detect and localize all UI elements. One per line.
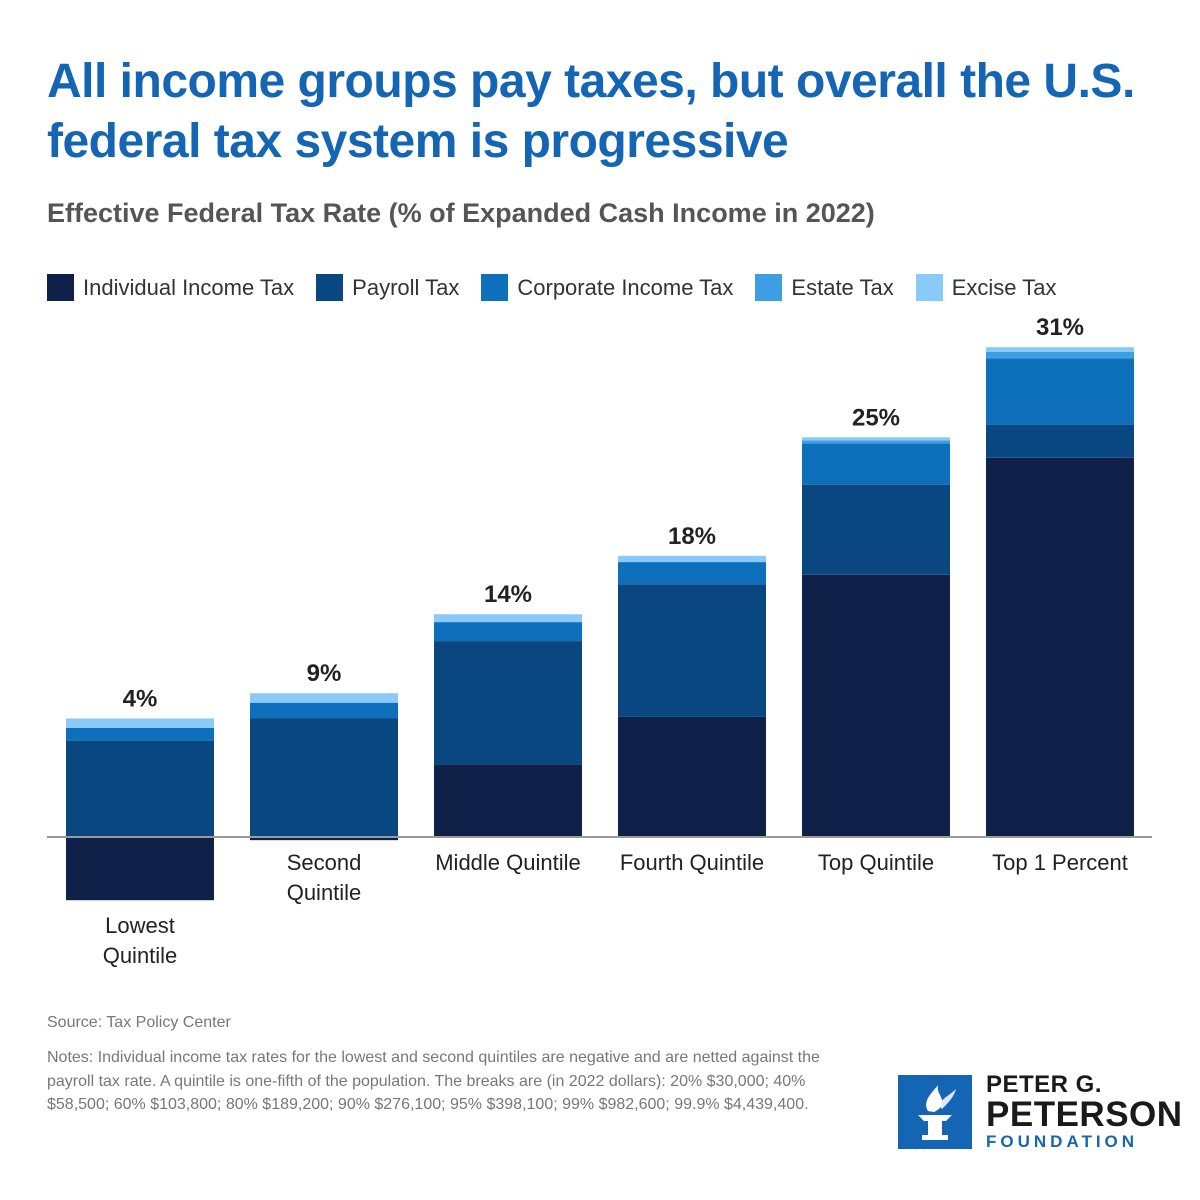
legend-label: Corporate Income Tax <box>517 274 734 300</box>
legend-item-individual-income-tax: Individual Income Tax <box>47 274 294 301</box>
bar-segment-excise-tax <box>802 437 950 441</box>
bar-segment-corporate-income-tax <box>250 702 398 719</box>
bar-segment-excise-tax <box>66 718 214 728</box>
legend-swatch <box>755 274 783 301</box>
legend-swatch <box>481 274 509 301</box>
category-tick-label: Second <box>287 850 362 875</box>
bar-segment-payroll-tax <box>434 641 582 765</box>
bar-segment-corporate-income-tax <box>802 443 950 485</box>
chart-subtitle: Effective Federal Tax Rate (% of Expande… <box>47 198 875 228</box>
bar-segment-payroll-tax <box>250 718 398 837</box>
legend-swatch <box>316 274 344 301</box>
stacked-bar-chart: 4% Lowest Quintile 9% Second Quintile 14% Middl… <box>47 314 1152 968</box>
legend-item-excise-tax: Excise Tax <box>915 274 1057 301</box>
chart-title: All income groups pay taxes, but overall… <box>47 55 1135 168</box>
category-tick-label: Quintile <box>287 880 362 905</box>
bar-segment-individual-income-tax <box>250 837 398 841</box>
legend: Individual Income Tax Payroll Tax Corpor… <box>47 274 1079 301</box>
bar-segment-individual-income-tax <box>434 764 582 837</box>
logo-line-1: PETER G. <box>986 1071 1103 1098</box>
legend-swatch <box>915 274 943 301</box>
bar-segment-corporate-income-tax <box>434 622 582 642</box>
legend-label: Payroll Tax <box>352 274 460 300</box>
bar-segment-excise-tax <box>986 347 1134 352</box>
bar-segment-corporate-income-tax <box>986 358 1134 425</box>
category-tick-label: Fourth Quintile <box>620 850 764 875</box>
data-label-total: 14% <box>484 581 532 608</box>
category-tick-label: Middle Quintile <box>435 850 581 875</box>
legend-swatch <box>47 274 74 301</box>
legend-item-payroll-tax: Payroll Tax <box>316 274 459 301</box>
data-label-total: 18% <box>668 523 716 550</box>
peterson-foundation-logo: PETER G. PETERSON FOUNDATION <box>898 1072 1183 1152</box>
bar-segment-individual-income-tax <box>802 574 950 837</box>
bar-segment-excise-tax <box>250 693 398 703</box>
source-note: Source: Tax Policy Center <box>47 1014 231 1031</box>
logo-line-2: PETERSON <box>986 1095 1183 1134</box>
legend-item-corporate-income-tax: Corporate Income Tax <box>481 274 733 301</box>
bar-segment-estate-tax <box>802 440 950 444</box>
torch-logo-icon <box>898 1075 972 1149</box>
legend-item-estate-tax: Estate Tax <box>755 274 894 301</box>
data-label-total: 25% <box>852 404 900 431</box>
category-tick-label: Top 1 Percent <box>992 850 1128 875</box>
bar-segment-payroll-tax <box>802 484 950 575</box>
category-tick-label: Top Quintile <box>818 850 934 875</box>
category-tick-label: Quintile <box>103 943 178 968</box>
legend-label: Individual Income Tax <box>83 274 295 300</box>
bar-segment-corporate-income-tax <box>66 727 214 741</box>
data-label-total: 31% <box>1036 314 1084 341</box>
category-tick-label: Lowest <box>105 913 175 938</box>
data-label-total: 4% <box>123 686 158 713</box>
legend-label: Estate Tax <box>791 274 894 300</box>
bar-segment-individual-income-tax <box>986 457 1134 837</box>
bar-segment-payroll-tax <box>618 584 766 717</box>
bar-segment-corporate-income-tax <box>618 562 766 585</box>
bar-segment-individual-income-tax <box>66 837 214 901</box>
bar-segment-excise-tax <box>618 555 766 563</box>
logo-line-3: FOUNDATION <box>986 1132 1139 1151</box>
notes-text: Notes: Individual income tax rates for t… <box>47 1049 820 1113</box>
bar-segment-estate-tax <box>986 351 1134 359</box>
legend-label: Excise Tax <box>951 274 1057 300</box>
data-label-total: 9% <box>307 660 342 687</box>
bar-segment-payroll-tax <box>986 424 1134 458</box>
bar-segment-individual-income-tax <box>618 716 766 837</box>
bar-segment-payroll-tax <box>66 740 214 837</box>
bar-segment-excise-tax <box>434 614 582 623</box>
